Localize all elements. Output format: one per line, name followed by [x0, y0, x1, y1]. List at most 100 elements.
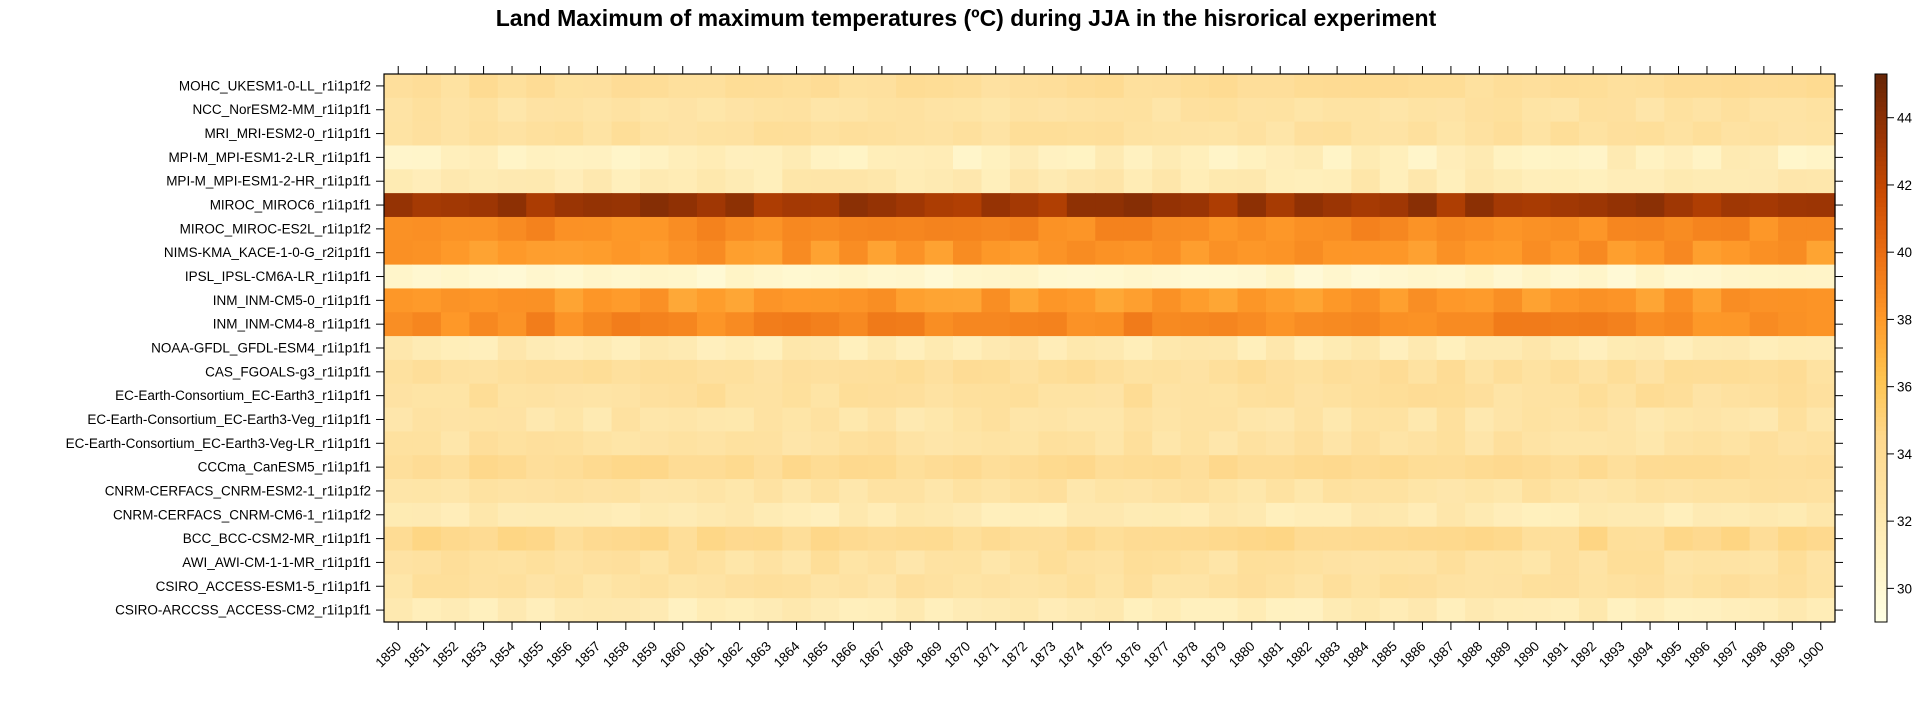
heatmap-cell [839, 264, 869, 290]
colorbar-segment [1875, 147, 1887, 153]
heatmap-cell [810, 240, 840, 266]
heatmap-cell [1692, 264, 1722, 290]
colorbar-segment [1875, 124, 1887, 130]
heatmap-cell [839, 169, 869, 194]
heatmap-cell [1237, 383, 1267, 409]
heatmap-cell [554, 145, 584, 170]
heatmap-cell [1749, 431, 1779, 456]
heatmap-cell [1408, 502, 1438, 528]
heatmap-cell [981, 288, 1011, 313]
heatmap-cell [1123, 121, 1153, 147]
colorbar-segment [1875, 224, 1887, 230]
heatmap-cell [867, 431, 897, 456]
heatmap-cell [1180, 574, 1210, 599]
heatmap-cell [981, 121, 1011, 147]
colorbar-segment [1875, 165, 1887, 171]
colorbar-segment [1875, 288, 1887, 294]
heatmap-cell [696, 502, 727, 528]
heatmap-cell [1408, 407, 1438, 432]
heatmap-cell [782, 407, 812, 432]
heatmap-cell [1692, 145, 1722, 170]
heatmap-cell [384, 145, 414, 170]
heatmap-cell [981, 336, 1011, 361]
heatmap-cell [1180, 193, 1210, 218]
heatmap-cell [1322, 407, 1352, 432]
heatmap-cell [1607, 312, 1637, 337]
heatmap-cell [924, 574, 954, 599]
y-tick-label: CAS_FGOALS-g3_r1i1p1f1 [205, 364, 371, 379]
heatmap-cell [896, 288, 926, 313]
heatmap-cell [1578, 97, 1608, 123]
heatmap-cell [1721, 550, 1751, 575]
heatmap-cell [1294, 455, 1324, 480]
heatmap-cell [810, 121, 840, 147]
heatmap-cell [1635, 193, 1665, 218]
heatmap-cell [1209, 97, 1239, 123]
heatmap-cell [782, 312, 812, 337]
colorbar-segment [1875, 343, 1887, 349]
heatmap-cell [1578, 312, 1608, 337]
heatmap-cell [583, 216, 613, 242]
heatmap-cell [1806, 193, 1836, 218]
heatmap-cell [554, 288, 584, 313]
heatmap-cell [1066, 193, 1096, 218]
heatmap-cell [1664, 407, 1694, 432]
heatmap-cell [1237, 574, 1267, 599]
heatmap-cell [1265, 383, 1296, 409]
colorbar-segment [1875, 466, 1887, 472]
heatmap-cell [1237, 526, 1267, 552]
heatmap-cell [497, 550, 527, 575]
heatmap-cell [981, 550, 1011, 575]
heatmap-cell [1209, 121, 1239, 147]
heatmap-cell [1066, 407, 1096, 432]
colorbar-segment [1875, 516, 1887, 523]
heatmap-cell [1408, 336, 1438, 361]
heatmap-cell [526, 598, 556, 623]
heatmap-cell [412, 336, 442, 361]
heatmap-cell [1664, 74, 1694, 99]
heatmap-cell [640, 312, 670, 337]
colorbar-segment [1875, 256, 1887, 262]
heatmap-cell [839, 288, 869, 313]
heatmap-cell [924, 598, 954, 623]
heatmap-cell [1550, 169, 1580, 194]
heatmap-cell [554, 359, 584, 385]
heatmap-cell [583, 288, 613, 313]
colorbar-segment [1875, 101, 1887, 107]
heatmap-cell [696, 145, 727, 170]
heatmap-cell [1379, 169, 1409, 194]
heatmap-cell [1692, 216, 1722, 242]
heatmap-cell [1351, 502, 1381, 528]
heatmap-cell [1209, 550, 1239, 575]
colorbar-segment [1875, 261, 1887, 267]
heatmap-cell [1351, 216, 1381, 242]
heatmap-cell [1692, 479, 1722, 504]
heatmap-cell [981, 312, 1011, 337]
heatmap-cell [1095, 121, 1125, 147]
heatmap-cell [725, 479, 755, 504]
heatmap-cell [1692, 383, 1722, 409]
heatmap-cell [1265, 574, 1296, 599]
heatmap-cell [1493, 145, 1523, 170]
heatmap-cell [810, 288, 840, 313]
colorbar-segment [1875, 316, 1887, 322]
heatmap-cell [896, 264, 926, 290]
heatmap-cell [554, 407, 584, 432]
heatmap-cell [384, 240, 414, 266]
heatmap-cell [640, 598, 670, 623]
heatmap-cell [1493, 431, 1523, 456]
heatmap-cell [725, 383, 755, 409]
heatmap-cell [526, 193, 556, 218]
heatmap-cell [1095, 502, 1125, 528]
heatmap-cell [611, 121, 641, 147]
colorbar-segment [1875, 453, 1887, 459]
heatmap-cell [384, 74, 414, 99]
heatmap-cell [583, 336, 613, 361]
heatmap-cell [1209, 479, 1239, 504]
heatmap-cell [1152, 193, 1182, 218]
heatmap-cell [1408, 74, 1438, 99]
heatmap-cell [1635, 574, 1665, 599]
y-tick-label: BCC_BCC-CSM2-MR_r1i1p1f1 [183, 531, 371, 546]
heatmap-cell [1322, 550, 1352, 575]
